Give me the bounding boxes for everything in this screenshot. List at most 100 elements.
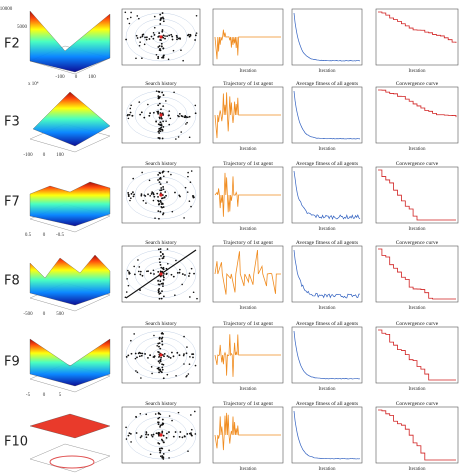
agent: [154, 217, 156, 219]
agent: [190, 414, 192, 416]
agent: [136, 371, 139, 374]
avg-fitness: [293, 330, 361, 380]
exponent: x 10⁴: [28, 81, 39, 87]
agent: [177, 136, 180, 138]
agent: [160, 117, 163, 120]
agent: [165, 432, 168, 435]
agent: [159, 183, 162, 185]
agent: [159, 369, 162, 372]
agent: [145, 202, 147, 204]
plot-frame: [375, 166, 459, 224]
agent: [167, 170, 170, 173]
panel-title: Search history: [145, 401, 177, 407]
agent: [140, 193, 143, 196]
agent: [158, 345, 160, 348]
agent: [162, 94, 165, 96]
agent: [157, 210, 160, 213]
agent: [171, 419, 173, 422]
agent: [160, 255, 162, 257]
agent: [149, 195, 152, 197]
agent: [146, 270, 148, 273]
row-label: F10: [4, 435, 28, 450]
panel-title: Trajectory of 1st agent: [223, 320, 273, 327]
contour: [134, 96, 188, 134]
agent: [159, 176, 162, 179]
agent: [130, 339, 132, 342]
agent: [176, 271, 179, 274]
agent: [139, 36, 142, 39]
agent: [159, 261, 161, 264]
agent: [157, 350, 159, 353]
agent: [128, 113, 131, 116]
agent: [158, 128, 161, 130]
agent: [158, 297, 161, 300]
agent: [176, 38, 178, 41]
agent: [159, 13, 162, 16]
agent: [167, 114, 170, 117]
agent: [159, 248, 162, 250]
agent: [187, 175, 189, 178]
contour: [143, 261, 179, 287]
agent: [194, 364, 197, 367]
agent: [140, 377, 142, 379]
agent: [162, 363, 165, 366]
surface-tick: 5: [59, 393, 62, 398]
agent: [192, 356, 194, 359]
surface-tick: -0.5: [56, 233, 64, 238]
agent: [194, 104, 197, 107]
agent: [162, 257, 165, 259]
agent: [166, 355, 169, 357]
x-label: Iteration: [319, 306, 336, 311]
agent: [129, 107, 132, 110]
panel-title: Convergence curve: [396, 401, 439, 407]
agent: [136, 37, 139, 39]
agent: [160, 116, 163, 118]
agent: [157, 342, 160, 345]
agent: [158, 45, 161, 47]
agent: [164, 37, 166, 40]
agent: [157, 290, 160, 293]
agent: [138, 266, 141, 268]
row-label: F3: [4, 115, 20, 130]
agent: [158, 416, 161, 419]
agent: [192, 291, 195, 294]
agent: [160, 356, 163, 359]
x-label: Iteration: [319, 69, 336, 74]
x-label: Iteration: [240, 69, 257, 74]
agent: [162, 186, 165, 188]
panel-title: Average fitness of all agents: [296, 320, 358, 327]
agent: [160, 45, 163, 48]
agent: [165, 267, 168, 270]
agent: [193, 410, 196, 413]
agent: [162, 34, 165, 37]
agent: [157, 279, 159, 282]
contour: [152, 30, 170, 44]
contour: [125, 90, 197, 140]
agent: [157, 137, 160, 139]
agent: [138, 355, 141, 358]
agent: [128, 272, 131, 275]
x-label: Iteration: [319, 147, 336, 152]
agent: [139, 113, 142, 116]
agent: [158, 137, 161, 140]
surface-floor: [29, 443, 111, 473]
agent: [179, 268, 181, 271]
panel-title: Search history: [145, 240, 177, 246]
agent: [178, 354, 181, 357]
agent: [178, 113, 181, 115]
agent: [152, 269, 155, 272]
agent: [186, 374, 188, 377]
agent: [170, 273, 173, 276]
agent: [188, 272, 191, 275]
agent: [166, 262, 169, 265]
agent: [158, 97, 161, 99]
agent: [166, 373, 169, 376]
agent: [192, 195, 195, 197]
contour: [143, 24, 179, 50]
agent: [156, 192, 159, 195]
agent: [158, 258, 161, 260]
agent: [176, 351, 179, 354]
agent: [165, 120, 167, 122]
agent: [181, 273, 184, 275]
agent: [150, 35, 153, 38]
